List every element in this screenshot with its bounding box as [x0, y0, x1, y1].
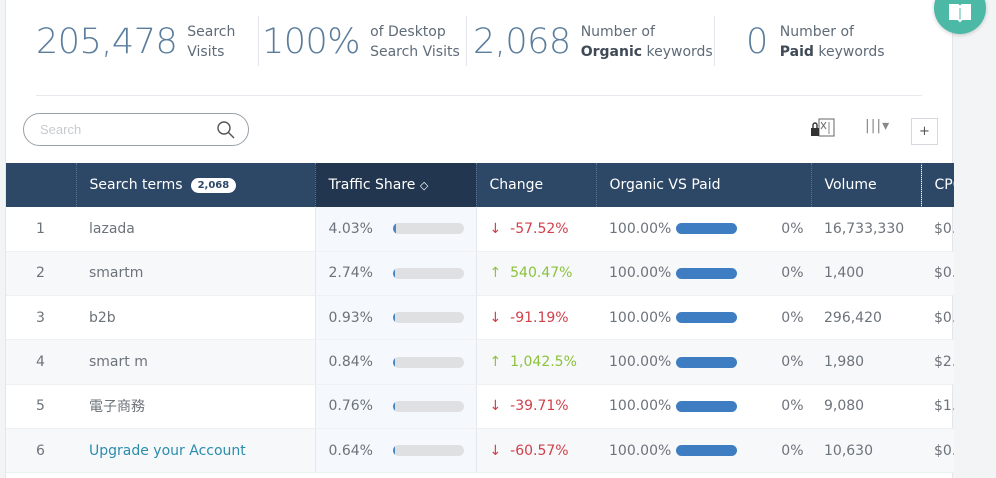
search-term[interactable]: Upgrade your Account — [76, 428, 315, 474]
main-panel: 205,478 Search Visits 100% of Desktop Sear… — [5, 0, 954, 478]
keyword-count-badge: 2,068 — [190, 178, 237, 193]
arrow-down-icon: ↓ — [489, 442, 502, 459]
traffic-share-bar — [392, 223, 464, 235]
search-box[interactable] — [23, 113, 249, 146]
table-row[interactable]: 2 smartm 2.74% ↑ 540.47% 100.00% 0% 1,400… — [6, 251, 954, 297]
search-term-text: b2b — [89, 309, 116, 326]
volume-cell: 1,400 — [811, 251, 921, 297]
table-row[interactable]: 6 Upgrade your Account 0.64% ↓ -60.57% 1… — [6, 428, 954, 474]
search-term-text: smart m — [89, 354, 148, 371]
cpc-cell: $2. — [921, 339, 954, 385]
search-term[interactable]: smartm — [76, 251, 315, 297]
keywords-table: Search terms 2,068 Traffic Share ◇ Change… — [6, 163, 954, 474]
add-button[interactable]: + — [911, 118, 938, 145]
table-row[interactable]: 3 b2b 0.93% ↓ -91.19% 100.00% 0% 296,420 … — [6, 295, 954, 341]
row-index: 6 — [6, 428, 76, 474]
organic-vs-paid-cell: 100.00% 0% — [596, 295, 811, 341]
arrow-down-icon: ↓ — [489, 220, 502, 237]
organic-vs-paid-cell: 100.00% 0% — [596, 251, 811, 297]
cpc-cell: $0. — [921, 295, 954, 341]
search-term[interactable]: lazada — [76, 207, 315, 252]
stat-search-visits: 205,478 Search Visits — [36, 22, 236, 62]
traffic-share-cell: 2.74% — [314, 251, 477, 297]
traffic-share-bar — [392, 445, 464, 457]
col-index — [6, 163, 76, 207]
sort-icon[interactable]: ◇ — [419, 179, 429, 192]
change-cell: ↓ -91.19% — [476, 295, 596, 341]
col-traffic-share[interactable]: Traffic Share ◇ — [314, 163, 476, 207]
volume-cell: 16,733,330 — [811, 207, 921, 252]
change-cell: ↓ -57.52% — [476, 207, 596, 252]
traffic-share-cell: 0.64% — [314, 428, 477, 474]
change-cell: ↓ -39.71% — [476, 384, 596, 429]
arrow-up-icon: ↑ — [489, 354, 502, 371]
traffic-share-bar — [392, 356, 464, 368]
volume-cell: 296,420 — [811, 295, 921, 341]
arrow-down-icon: ↓ — [489, 398, 502, 415]
organic-bar — [676, 223, 738, 235]
organic-bar — [676, 400, 738, 412]
traffic-share-bar — [392, 312, 464, 324]
search-term-text: lazada — [89, 220, 135, 237]
search-term-text: 電子商務 — [89, 399, 145, 416]
cpc-cell: $0. — [921, 207, 954, 252]
col-cpc[interactable]: CPC — [920, 163, 954, 207]
divider — [466, 16, 467, 66]
columns-menu-button[interactable]: |||▾ — [865, 118, 891, 134]
row-index: 3 — [6, 295, 76, 341]
search-input[interactable] — [40, 122, 216, 137]
organic-bar — [676, 267, 738, 279]
col-organic-vs-paid[interactable]: Organic VS Paid — [595, 163, 811, 207]
table-row[interactable]: 4 smart m 0.84% ↑ 1,042.5% 100.00% 0% 1,9… — [6, 339, 954, 385]
cpc-cell: $0. — [921, 251, 954, 297]
change-cell: ↑ 1,042.5% — [476, 339, 596, 385]
organic-vs-paid-cell: 100.00% 0% — [596, 384, 811, 429]
organic-bar — [676, 312, 738, 324]
cpc-cell: $1. — [921, 384, 954, 429]
search-term[interactable]: smart m — [76, 339, 315, 385]
col-volume[interactable]: Volume — [810, 163, 921, 207]
traffic-share-cell: 0.84% — [314, 339, 477, 385]
search-term[interactable]: 電子商務 — [76, 384, 315, 429]
divider — [714, 16, 715, 66]
search-term-text: smartm — [89, 265, 144, 282]
organic-vs-paid-cell: 100.00% 0% — [596, 339, 811, 385]
arrow-down-icon: ↓ — [489, 309, 502, 326]
traffic-share-cell: 0.76% — [314, 384, 477, 429]
cpc-cell: $0. — [921, 428, 954, 474]
organic-vs-paid-cell: 100.00% 0% — [596, 428, 811, 474]
change-cell: ↓ -60.57% — [476, 428, 596, 474]
traffic-share-bar — [392, 267, 464, 279]
col-change[interactable]: Change — [475, 163, 596, 207]
excel-export-locked-icon[interactable] — [810, 117, 836, 139]
col-search-terms[interactable]: Search terms 2,068 — [75, 163, 315, 207]
row-index: 1 — [6, 207, 76, 252]
traffic-share-cell: 4.03% — [314, 207, 477, 252]
search-icon[interactable] — [216, 120, 236, 140]
row-index: 4 — [6, 339, 76, 385]
stat-paid-keywords: 0 Number of Paid keywords — [746, 22, 885, 62]
stat-desktop-share: 100% of Desktop Search Visits — [262, 22, 460, 62]
search-term[interactable]: b2b — [76, 295, 315, 341]
organic-bar — [676, 356, 738, 368]
volume-cell: 1,980 — [811, 339, 921, 385]
table-row[interactable]: 1 lazada 4.03% ↓ -57.52% 100.00% 0% 16,73… — [6, 207, 954, 252]
volume-cell: 9,080 — [811, 384, 921, 429]
organic-vs-paid-cell: 100.00% 0% — [596, 207, 811, 252]
book-icon — [949, 4, 971, 23]
table-row[interactable]: 5 電子商務 0.76% ↓ -39.71% 100.00% 0% 9,080 $… — [6, 384, 954, 429]
stat-organic-keywords: 2,068 Number of Organic keywords — [473, 22, 713, 62]
divider — [258, 16, 259, 66]
change-cell: ↑ 540.47% — [476, 251, 596, 297]
traffic-share-bar — [392, 400, 464, 412]
divider — [36, 95, 922, 96]
volume-cell: 10,630 — [811, 428, 921, 474]
upgrade-link[interactable]: Upgrade your Account — [89, 442, 246, 459]
arrow-up-icon: ↑ — [489, 265, 502, 282]
row-index: 5 — [6, 384, 76, 429]
organic-bar — [676, 445, 738, 457]
traffic-share-cell: 0.93% — [314, 295, 477, 341]
row-index: 2 — [6, 251, 76, 297]
